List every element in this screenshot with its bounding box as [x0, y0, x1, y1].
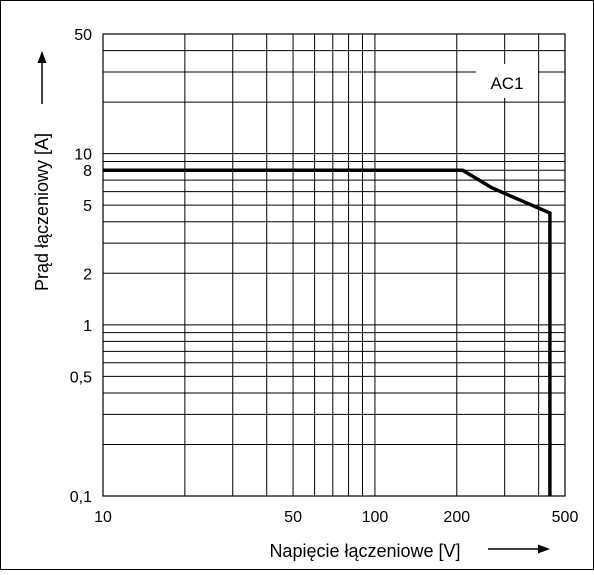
y-tick-label: 2 [83, 266, 92, 283]
grid [102, 33, 566, 497]
annotation-box: AC1 [476, 64, 538, 98]
annotation-label: AC1 [490, 74, 523, 93]
x-tick-label: 100 [362, 509, 389, 526]
y-tick-label: 0,5 [70, 369, 92, 386]
y-tick-label: 0,1 [70, 489, 92, 506]
x-tick-label: 10 [94, 509, 112, 526]
y-tick-label: 10 [74, 147, 92, 164]
x-tick-label: 50 [284, 509, 302, 526]
series-line [103, 168, 552, 496]
y-tick-label: 50 [74, 27, 92, 44]
y-tick-label: 1 [83, 318, 92, 335]
plot-area-border [102, 33, 566, 497]
x-axis-label: Napięcie łączeniowe [V] [269, 541, 460, 561]
x-axis-arrow [488, 544, 550, 554]
annotation-background [476, 64, 538, 98]
series-layer [103, 168, 552, 496]
y-tick-label: 5 [83, 198, 92, 215]
x-tick-label: 500 [552, 509, 579, 526]
y-axis-label: Prąd łączeniowy [A] [32, 133, 52, 291]
x-tick-label: 200 [443, 509, 470, 526]
y-axis-arrow [37, 51, 47, 104]
y-tick-label: 8 [83, 163, 92, 180]
